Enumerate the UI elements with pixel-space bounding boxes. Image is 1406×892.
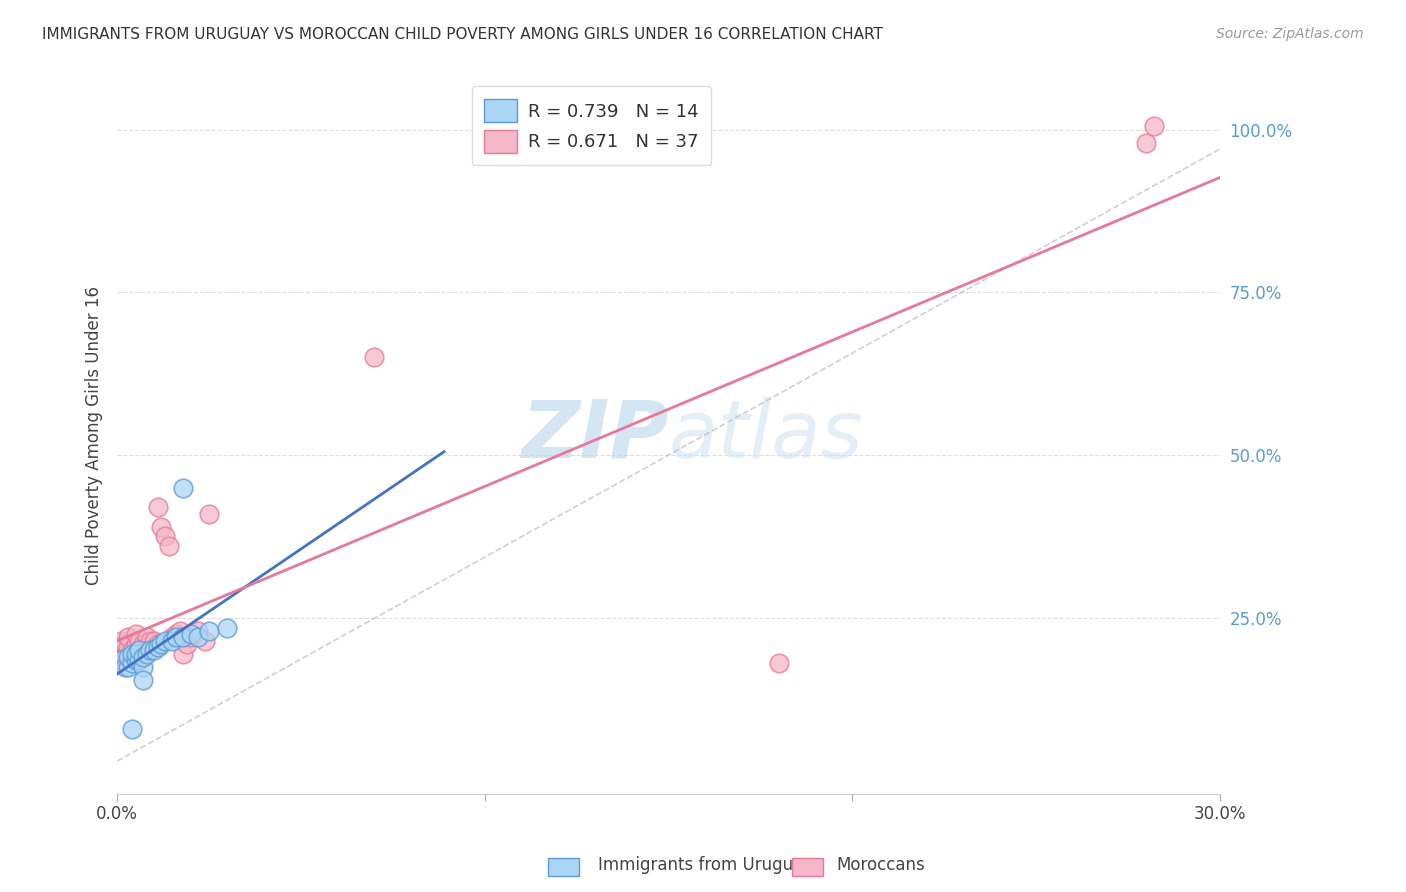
Point [150,637,173,651]
Point [117,647,139,661]
Point [124,653,146,667]
Point [162,631,184,645]
Point [172,631,194,645]
Point [114,637,136,651]
Point [135,647,157,661]
Point [142,633,165,648]
Point [117,649,139,664]
Point [124,627,146,641]
Point [180,631,202,645]
Text: ZIP: ZIP [522,397,668,475]
Point [124,647,146,661]
Point [110,643,132,657]
Legend: R = 0.739   N = 14, R = 0.671   N = 37: R = 0.739 N = 14, R = 0.671 N = 37 [472,87,711,165]
Point [165,627,187,641]
Point [180,627,202,641]
Point [153,633,176,648]
Point [114,659,136,673]
Point [135,631,157,645]
Point [198,507,221,521]
Point [121,647,143,661]
Point [172,647,194,661]
Point [146,640,169,655]
Point [153,529,176,543]
Point [146,637,169,651]
Point [157,539,180,553]
Point [128,643,150,657]
Point [124,649,146,664]
Point [121,643,143,657]
Point [187,631,209,645]
Point [146,500,169,515]
Point [128,643,150,657]
Point [132,673,155,687]
Point [124,637,146,651]
Point [132,637,155,651]
Point [128,653,150,667]
Point [139,643,162,657]
Point [132,649,155,664]
Point [187,624,209,638]
Point [165,631,187,645]
Point [217,621,239,635]
Point [1143,120,1166,134]
Point [169,624,191,638]
Point [135,640,157,655]
Point [162,633,184,648]
Y-axis label: Child Poverty Among Girls Under 16: Child Poverty Among Girls Under 16 [86,286,103,585]
Point [121,657,143,671]
Point [121,653,143,667]
Point [150,519,173,533]
Point [176,637,198,651]
Point [110,653,132,667]
Text: Moroccans: Moroccans [837,855,925,873]
Point [194,633,217,648]
Point [110,633,132,648]
Point [128,633,150,648]
Point [142,643,165,657]
Point [121,722,143,736]
Point [768,657,790,671]
Point [117,659,139,673]
Point [172,481,194,495]
Point [132,659,155,673]
Text: atlas: atlas [668,397,863,475]
Point [117,631,139,645]
Text: Immigrants from Uruguay: Immigrants from Uruguay [598,855,813,873]
Point [363,351,385,365]
Point [117,640,139,655]
Text: Source: ZipAtlas.com: Source: ZipAtlas.com [1216,27,1364,41]
Text: IMMIGRANTS FROM URUGUAY VS MOROCCAN CHILD POVERTY AMONG GIRLS UNDER 16 CORRELATI: IMMIGRANTS FROM URUGUAY VS MOROCCAN CHIL… [42,27,883,42]
Point [198,624,221,638]
Point [114,649,136,664]
Point [139,633,162,648]
Point [1135,136,1157,150]
